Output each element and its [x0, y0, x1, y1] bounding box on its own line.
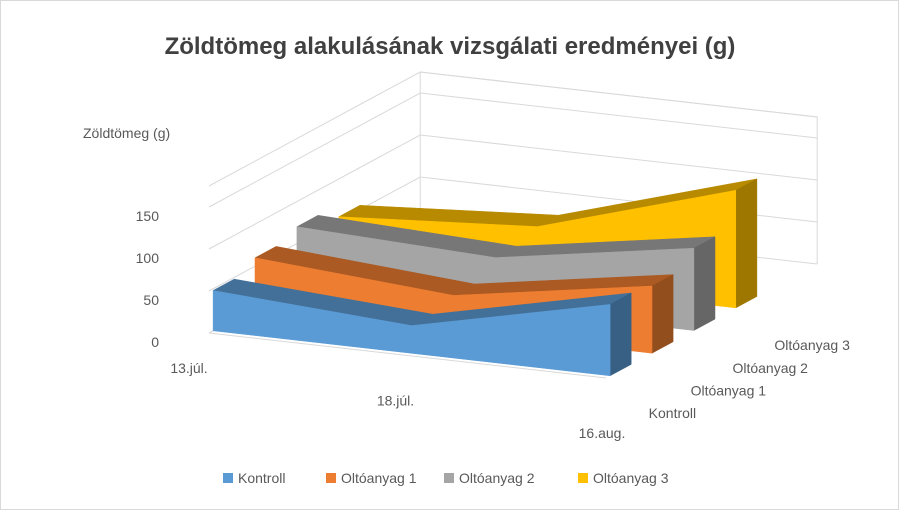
x-tick-label: 18.júl.	[377, 393, 414, 409]
y-tick-label: 50	[143, 292, 159, 308]
y-tick-label: 100	[136, 250, 160, 266]
legend-label: Oltóanyag 2	[459, 470, 535, 486]
series-end-face	[609, 292, 632, 377]
depth-tick-label: Oltóanyag 3	[774, 337, 850, 353]
floor-front-edge	[208, 332, 607, 379]
legend-label: Kontroll	[238, 470, 285, 486]
legend-item: Kontroll	[223, 470, 285, 486]
legend-swatch	[326, 473, 336, 483]
series-end-face	[693, 236, 716, 331]
chart-title: Zöldtömeg alakulásának vizsgálati eredmé…	[165, 33, 736, 60]
x-tick-label: 16.aug.	[579, 425, 626, 441]
legend-label: Oltóanyag 3	[593, 470, 669, 486]
series-end-face	[651, 274, 674, 354]
y-tick-label: 0	[151, 334, 159, 350]
legend-item: Oltóanyag 3	[578, 470, 669, 486]
legend-item: Oltóanyag 1	[326, 470, 417, 486]
gridline	[208, 71, 818, 187]
x-tick-label: 13.júl.	[170, 360, 207, 376]
y-tick-label: 150	[136, 208, 160, 224]
legend-swatch	[223, 473, 233, 483]
gridline	[208, 92, 818, 208]
legend-item: Oltóanyag 2	[444, 470, 535, 486]
legend-swatch	[578, 473, 588, 483]
legend-label: Oltóanyag 1	[341, 470, 417, 486]
depth-tick-label: Oltóanyag 1	[691, 382, 767, 398]
depth-tick-label: Kontroll	[649, 405, 696, 421]
y-axis-title: Zöldtömeg (g)	[83, 125, 170, 141]
legend-swatch	[444, 473, 454, 483]
series-front-face	[212, 290, 611, 377]
series-kontroll	[212, 278, 632, 377]
depth-tick-label: Oltóanyag 2	[732, 360, 808, 376]
gridline	[208, 134, 818, 250]
series-end-face	[735, 178, 758, 309]
